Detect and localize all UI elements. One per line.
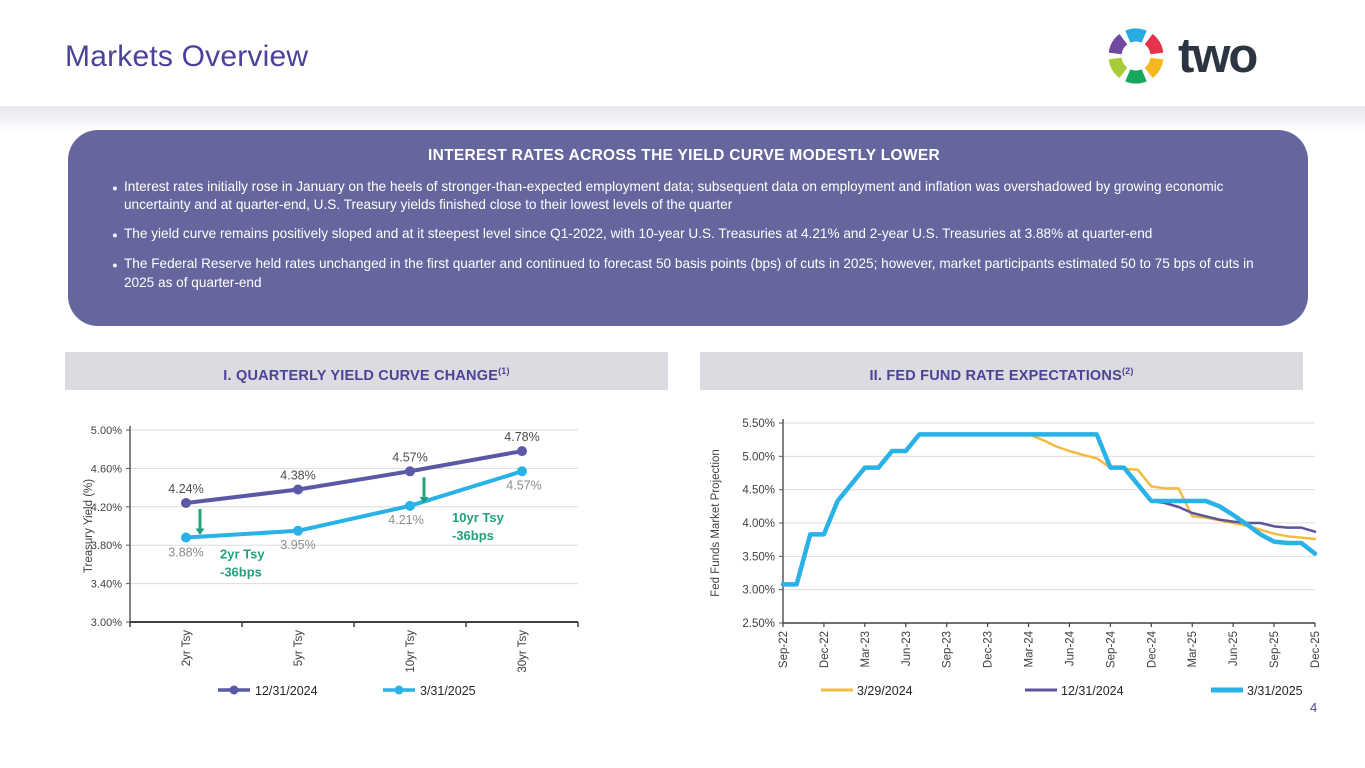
- svg-text:4.21%: 4.21%: [388, 513, 423, 527]
- svg-text:3/31/2025: 3/31/2025: [1247, 684, 1303, 698]
- svg-text:Fed Funds Market Projection: Fed Funds Market Projection: [710, 449, 722, 597]
- footnote-marker: (1): [498, 366, 510, 376]
- header-divider-band: [0, 106, 1365, 132]
- svg-text:10yr Tsy: 10yr Tsy: [405, 630, 417, 673]
- svg-text:2yr Tsy: 2yr Tsy: [220, 547, 265, 562]
- page-title: Markets Overview: [65, 40, 309, 73]
- svg-text:Sep-24: Sep-24: [1105, 630, 1117, 668]
- fed-funds-chart: 2.50% 3.00% 3.50% 4.00% 4.50% 5.00% 5.50% Fed F…: [710, 418, 1322, 698]
- bullet-dot-icon: ●: [112, 230, 118, 241]
- svg-text:Dec-25: Dec-25: [1310, 631, 1322, 668]
- svg-text:4.57%: 4.57%: [506, 478, 541, 492]
- logo-hex-icon: [1108, 28, 1164, 84]
- panel-header-yield-curve: I. QUARTERLY YIELD CURVE CHANGE(1): [65, 352, 668, 390]
- svg-text:Mar-24: Mar-24: [1024, 630, 1036, 667]
- svg-text:4.24%: 4.24%: [168, 482, 203, 496]
- callout-bullet: ● The yield curve remains positively slo…: [106, 225, 1262, 244]
- svg-text:Dec-24: Dec-24: [1146, 630, 1158, 668]
- svg-text:2.50%: 2.50%: [742, 618, 775, 630]
- panel-title: II. FED FUND RATE EXPECTATIONS: [869, 367, 1122, 384]
- svg-text:12/31/2024: 12/31/2024: [1061, 684, 1124, 698]
- svg-text:3.40%: 3.40%: [91, 579, 122, 591]
- panel-title: I. QUARTERLY YIELD CURVE CHANGE: [223, 367, 499, 384]
- svg-text:3.88%: 3.88%: [168, 546, 203, 560]
- svg-text:Sep-23: Sep-23: [942, 631, 954, 668]
- panel-header-fed-funds: II. FED FUND RATE EXPECTATIONS(2): [700, 352, 1303, 390]
- callout-box: INTEREST RATES ACROSS THE YIELD CURVE MO…: [68, 130, 1308, 326]
- svg-text:Jun-25: Jun-25: [1228, 631, 1240, 666]
- svg-text:Sep-22: Sep-22: [778, 631, 790, 668]
- svg-text:Jun-24: Jun-24: [1064, 630, 1076, 666]
- svg-text:3/31/2025: 3/31/2025: [420, 684, 476, 698]
- callout-bullet: ● Interest rates initially rose in Janua…: [106, 178, 1262, 214]
- svg-text:3.00%: 3.00%: [91, 617, 122, 629]
- svg-text:4.57%: 4.57%: [392, 450, 427, 464]
- logo-text: two: [1178, 29, 1258, 83]
- company-logo: two: [1104, 24, 1258, 88]
- svg-text:4.78%: 4.78%: [504, 430, 539, 444]
- svg-text:4.00%: 4.00%: [742, 518, 775, 530]
- svg-text:Dec-22: Dec-22: [819, 631, 831, 668]
- svg-text:10yr Tsy: 10yr Tsy: [452, 510, 505, 525]
- svg-text:-36bps: -36bps: [220, 565, 262, 580]
- svg-text:-36bps: -36bps: [452, 528, 494, 543]
- svg-text:Mar-25: Mar-25: [1187, 631, 1199, 667]
- svg-text:5.00%: 5.00%: [742, 451, 775, 463]
- bullet-text: Interest rates initially rose in January…: [124, 179, 1224, 213]
- callout-bullet: ● The Federal Reserve held rates unchang…: [106, 255, 1262, 291]
- svg-text:4.60%: 4.60%: [91, 463, 122, 475]
- svg-text:Mar-23: Mar-23: [860, 631, 872, 667]
- bullet-dot-icon: ●: [112, 183, 118, 193]
- svg-text:5yr Tsy: 5yr Tsy: [293, 630, 305, 666]
- svg-text:3/29/2024: 3/29/2024: [857, 684, 913, 698]
- svg-text:Dec-23: Dec-23: [983, 631, 995, 668]
- callout-title: INTEREST RATES ACROSS THE YIELD CURVE MO…: [428, 147, 940, 164]
- svg-text:4.20%: 4.20%: [91, 502, 122, 514]
- svg-text:Jun-23: Jun-23: [901, 631, 913, 666]
- svg-text:3.00%: 3.00%: [742, 585, 775, 597]
- svg-text:5.50%: 5.50%: [742, 418, 775, 430]
- svg-text:2yr Tsy: 2yr Tsy: [181, 630, 193, 666]
- svg-text:3.50%: 3.50%: [742, 551, 775, 563]
- svg-text:4.38%: 4.38%: [280, 469, 315, 483]
- svg-text:3.95%: 3.95%: [280, 538, 315, 552]
- svg-text:4.50%: 4.50%: [742, 485, 775, 497]
- svg-text:Sep-25: Sep-25: [1269, 631, 1281, 668]
- footnote-marker: (2): [1121, 366, 1134, 376]
- svg-text:3.80%: 3.80%: [91, 540, 122, 552]
- page-number: 4: [1310, 700, 1318, 715]
- svg-text:30yr Tsy: 30yr Tsy: [517, 630, 529, 673]
- bullet-text: The Federal Reserve held rates unchanged…: [124, 256, 1254, 290]
- bullet-text: The yield curve remains positively slope…: [124, 226, 1153, 242]
- svg-text:5.00%: 5.00%: [91, 425, 122, 437]
- svg-text:Treasury Yield (%): Treasury Yield (%): [83, 479, 95, 573]
- svg-text:12/31/2024: 12/31/2024: [255, 684, 318, 698]
- yield-curve-chart: 3.00% 3.40% 3.80% 4.20% 4.60% 5.00% Treasury Y…: [83, 425, 579, 698]
- bullet-dot-icon: ●: [112, 260, 118, 271]
